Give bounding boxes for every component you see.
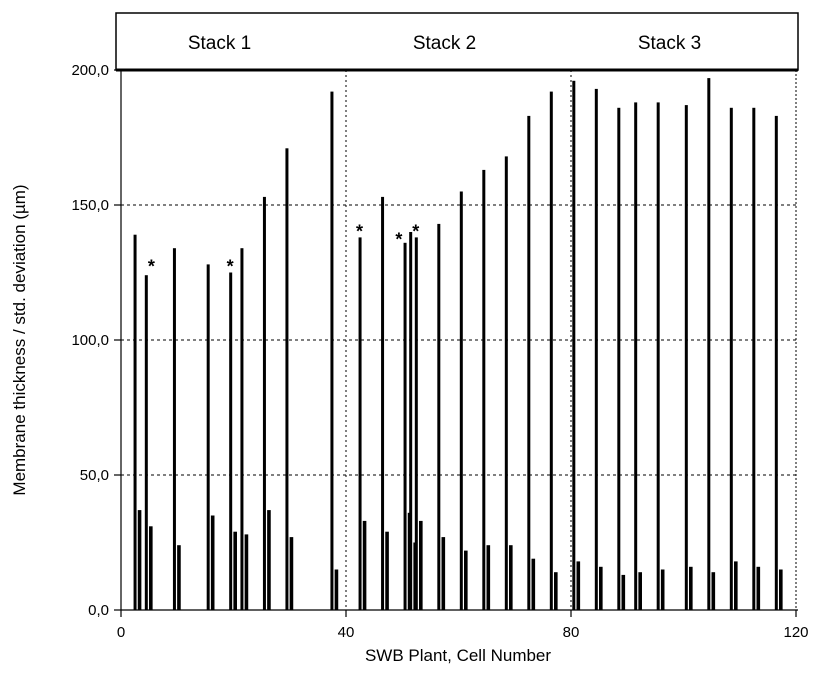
bar-std-deviation [407, 512, 412, 610]
bar-thickness [656, 102, 660, 611]
y-tick-label: 150,0 [71, 197, 109, 214]
bar-thickness [594, 88, 598, 610]
grid-lines [121, 70, 796, 610]
stack-label: Stack 3 [638, 33, 701, 54]
bar-std-deviation [244, 534, 249, 610]
bar-std-deviation [385, 531, 389, 610]
bar-thickness [403, 242, 407, 611]
asterisk-annotation: * [227, 256, 234, 276]
bar-thickness [172, 248, 176, 610]
bar-thickness [684, 105, 688, 610]
bar-std-deviation [779, 569, 783, 610]
bar-std-deviation [576, 561, 581, 610]
bar-thickness [504, 156, 508, 610]
stack-label: Stack 2 [413, 33, 476, 54]
bar-std-deviation [413, 542, 417, 610]
y-axis: 0,0 50,0 100,0 150,0 200,0 [71, 62, 121, 619]
bar-std-deviation [267, 510, 271, 610]
bar-std-deviation [177, 545, 181, 610]
bar-std-deviation [599, 566, 603, 610]
bar-thickness [229, 272, 233, 610]
bar-thickness [409, 232, 413, 610]
bar-std-deviation [441, 537, 446, 610]
bar-thickness [437, 223, 441, 610]
x-axis: 0 40 80 120 [117, 610, 809, 641]
bar-thickness [774, 115, 778, 611]
bar-std-deviation [464, 550, 468, 610]
bar-std-deviation [334, 569, 339, 610]
asterisk-annotation: * [148, 256, 155, 276]
bar-std-deviation [554, 572, 558, 610]
bar-std-deviation [621, 574, 626, 610]
x-tick-label: 120 [783, 624, 808, 641]
bar-std-deviation [210, 515, 215, 610]
x-tick-label: 80 [563, 624, 580, 641]
bar-std-deviation [734, 561, 738, 610]
x-axis-title: SWB Plant, Cell Number [365, 646, 551, 665]
y-tick-label: 200,0 [71, 62, 109, 79]
stack-header-band [115, 12, 799, 71]
bar-thickness [729, 107, 733, 611]
bar-thickness [634, 102, 638, 611]
asterisk-annotation: * [356, 221, 363, 241]
bar-std-deviation [486, 545, 491, 610]
x-tick-label: 40 [338, 624, 355, 641]
x-tick-label: 0 [117, 624, 125, 641]
bar-std-deviation [233, 531, 237, 610]
bar-std-deviation [362, 520, 367, 610]
bar-thickness [358, 237, 362, 610]
bar-std-deviation [711, 572, 716, 610]
stack-labels: Stack 1 Stack 2 Stack 3 [188, 33, 701, 54]
y-tick-label: 50,0 [80, 467, 109, 484]
stack-label: Stack 1 [188, 33, 251, 54]
bar-thickness [133, 234, 137, 610]
y-tick-label: 100,0 [71, 332, 109, 349]
bar-thickness [527, 115, 531, 611]
stack-header-box [115, 12, 799, 71]
bar-std-deviation [419, 520, 423, 610]
bar-std-deviation [137, 510, 142, 610]
bar-thickness [262, 196, 266, 610]
annotations: * * * * * [148, 221, 419, 276]
bar-std-deviation [531, 558, 536, 610]
bar-std-deviation [289, 537, 294, 610]
bar-thickness [414, 237, 418, 610]
bar-std-deviation [689, 566, 693, 610]
bar-thickness [330, 91, 334, 611]
bar-thickness [549, 91, 553, 611]
bar-std-deviation [638, 572, 642, 610]
bar-thickness [617, 107, 621, 611]
bar-std-deviation [660, 569, 665, 610]
y-axis-title: Membrane thickness / std. deviation (µm) [10, 184, 29, 495]
bar-thickness [206, 264, 210, 610]
bar-thickness [381, 196, 385, 610]
bar-std-deviation [149, 526, 153, 610]
bar-thickness [707, 78, 711, 611]
asterisk-annotation: * [395, 229, 402, 249]
bar-thickness [459, 191, 463, 610]
bar-std-deviation [509, 545, 513, 610]
y-tick-label: 0,0 [88, 602, 109, 619]
bar-thickness [144, 275, 148, 610]
bar-thickness [240, 248, 244, 610]
bar-thickness [572, 80, 576, 611]
bar-thickness [285, 148, 289, 611]
bar-thickness [482, 169, 486, 610]
bar-std-deviation [756, 566, 761, 610]
asterisk-annotation: * [412, 221, 419, 241]
bar-thickness [752, 107, 756, 611]
bars [133, 78, 783, 611]
